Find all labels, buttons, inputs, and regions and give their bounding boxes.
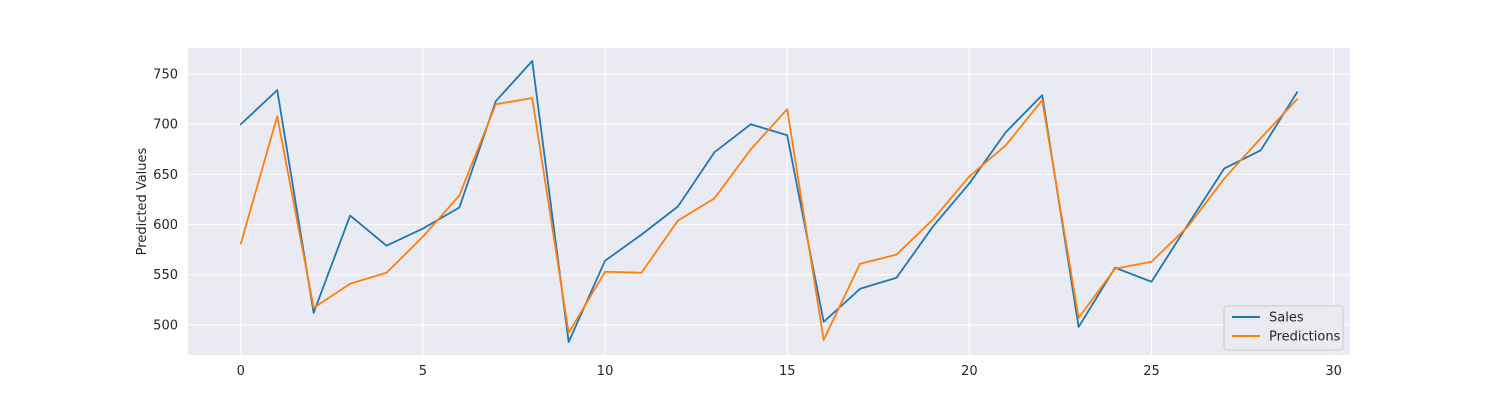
y-tick-label: 600: [153, 218, 178, 233]
x-tick-label: 25: [1143, 364, 1160, 379]
y-tick-label: 650: [153, 168, 178, 183]
plot-area: [188, 48, 1350, 355]
legend-label-predictions: Predictions: [1269, 330, 1341, 345]
x-tick-label: 5: [419, 364, 427, 379]
x-tick-label: 15: [779, 364, 796, 379]
x-tick-label: 10: [597, 364, 614, 379]
x-tick-label: 20: [961, 364, 978, 379]
y-tick-label: 700: [153, 118, 178, 133]
x-tick-label: 30: [1325, 364, 1342, 379]
x-tick-label: 0: [237, 364, 245, 379]
series-line-predictions: [239, 97, 1299, 341]
legend-label-sales: Sales: [1269, 311, 1304, 326]
y-axis-label: Predicted Values: [135, 147, 150, 255]
y-tick-label: 500: [153, 318, 178, 333]
y-tick-label: 750: [153, 68, 178, 83]
y-tick-label: 550: [153, 268, 178, 283]
